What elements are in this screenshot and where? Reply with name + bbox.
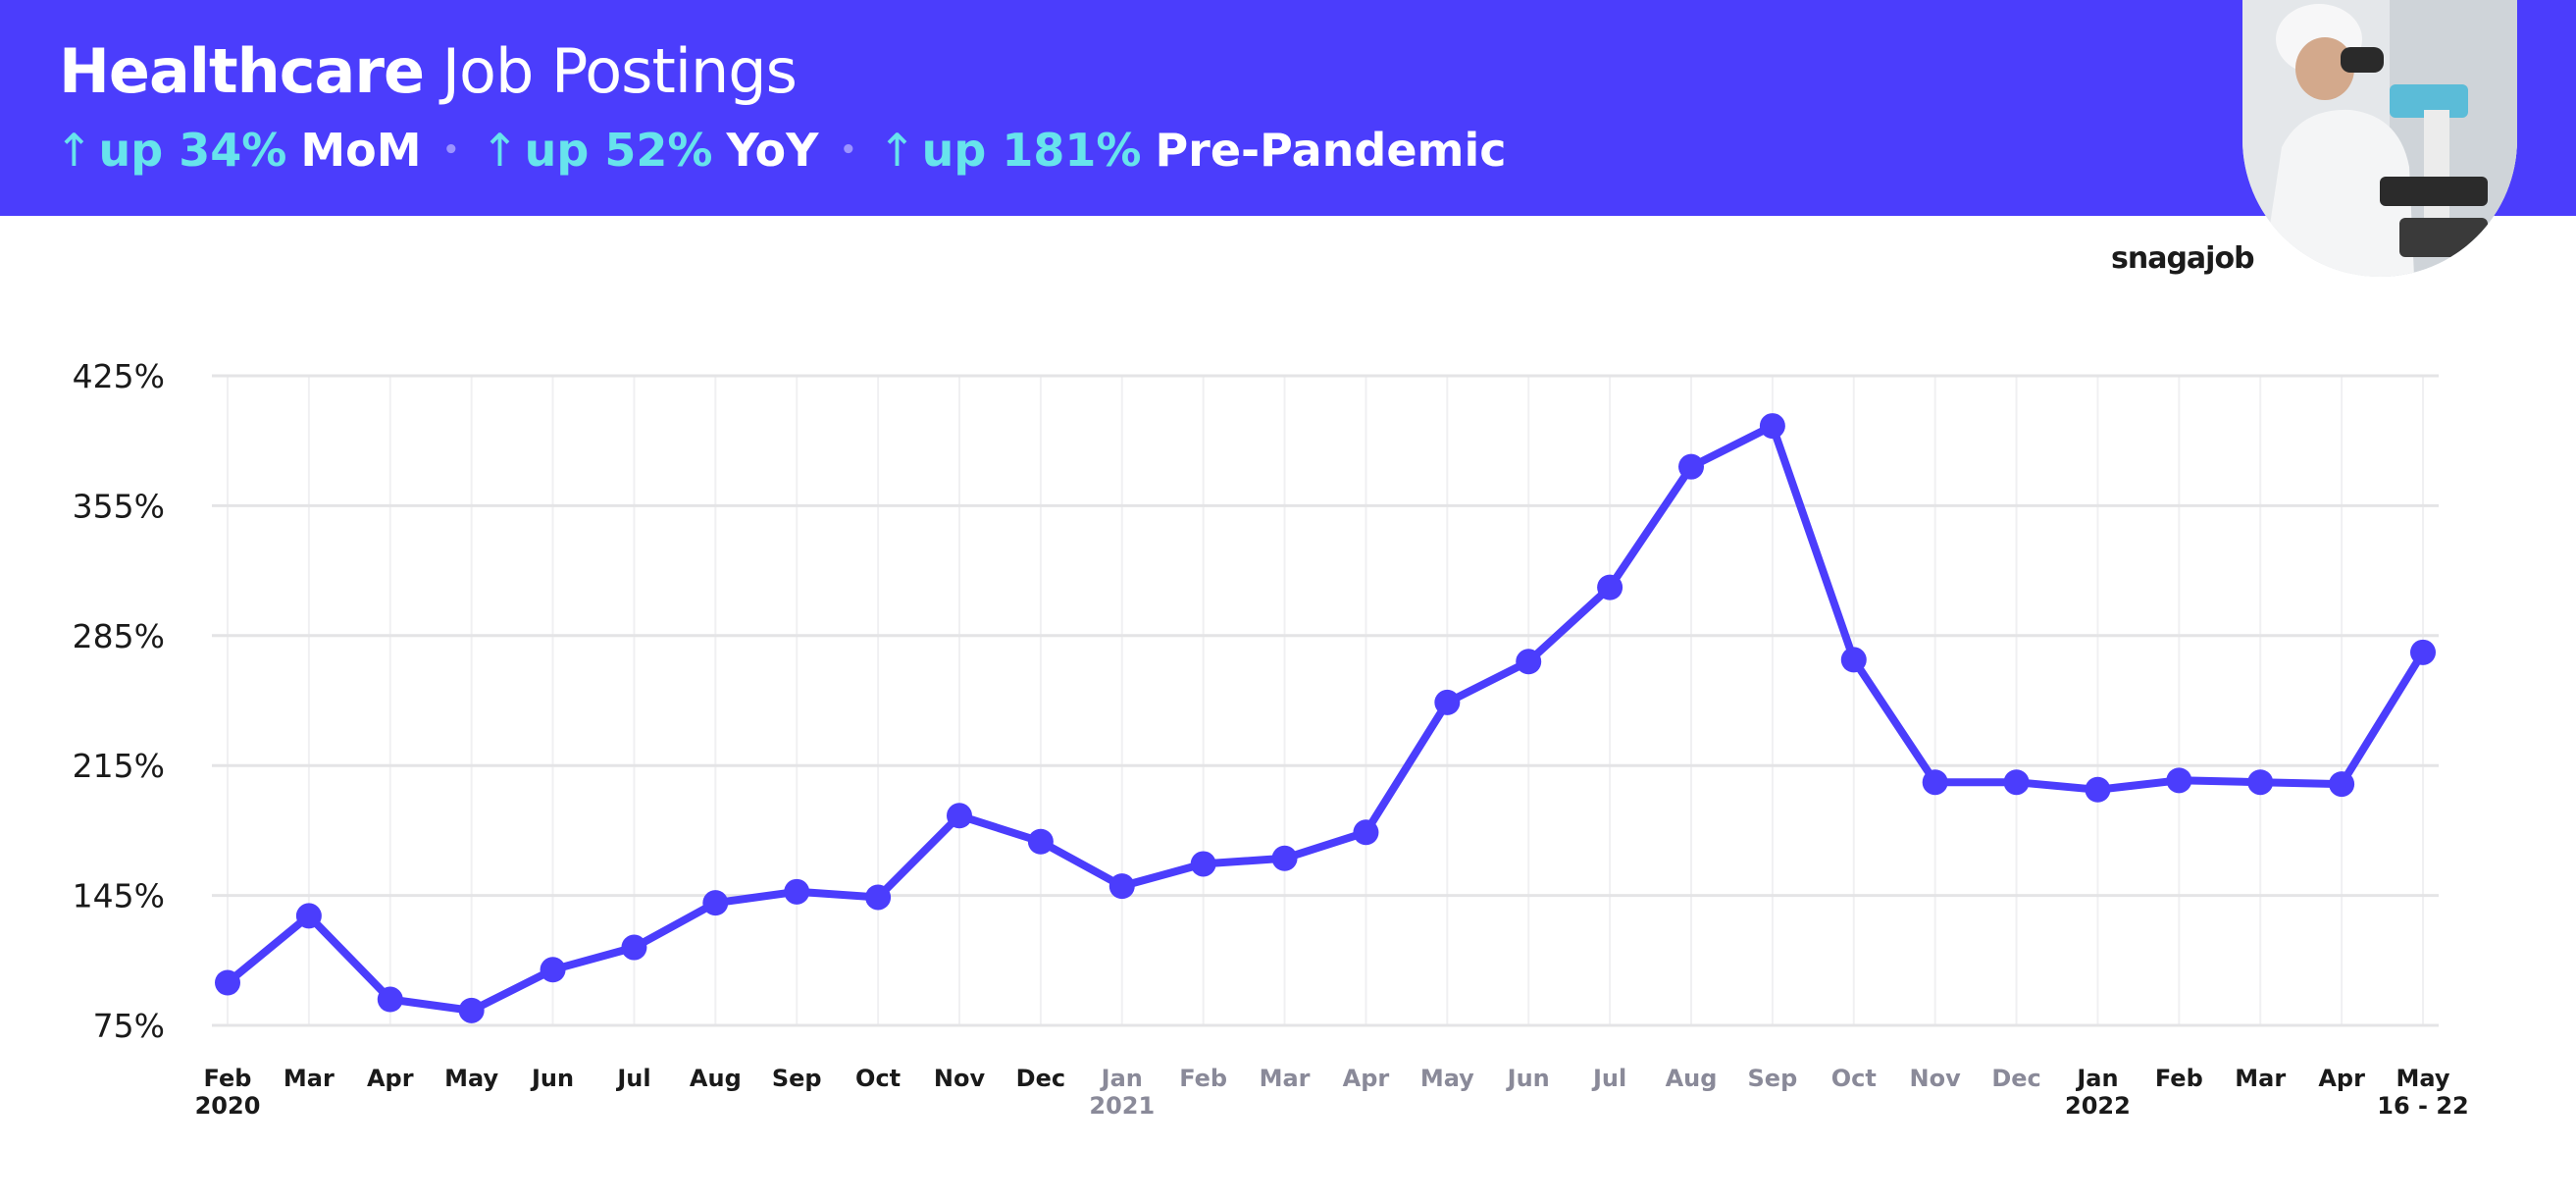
x-tick-year-label: 2021 [1089,1092,1155,1120]
data-point [458,997,485,1023]
x-tick-label: Sep [1748,1065,1798,1092]
x-tick-label: May [1420,1065,1474,1092]
x-tick-year-label: 2020 [195,1092,261,1120]
x-tick-label: Jan [1100,1065,1143,1092]
x-tick-label: Jun [530,1065,574,1092]
data-point [1271,845,1298,871]
x-tick-label: Apr [2318,1065,2365,1092]
x-tick-label: Feb [2155,1065,2203,1092]
snagajob-logo: snagajob [2111,241,2255,276]
data-point [702,890,729,916]
up-arrow-icon: ↑ [481,124,519,177]
up-arrow-icon: ↑ [55,124,93,177]
data-point [540,957,566,983]
data-point [1840,647,1867,673]
stat-pre-pandemic: ↑ up 181% Pre-Pandemic [878,124,1506,177]
y-tick-label: 285% [73,617,165,655]
x-tick-label: Oct [855,1065,901,1092]
data-point [2329,771,2355,798]
x-tick-label: Jul [1591,1065,1626,1092]
stat-value: up 52% [524,124,713,177]
data-point [1434,689,1461,715]
page-title: Healthcare Job Postings [59,35,798,107]
data-point [784,878,810,905]
x-tick-label: May [2396,1065,2450,1092]
stat-value: up 34% [98,124,287,177]
data-point [2247,769,2274,796]
y-tick-label: 425% [73,357,165,395]
x-tick-label: Dec [1016,1065,1065,1092]
separator-dot: • [442,135,460,165]
stat-value: up 181% [921,124,1142,177]
series-points [215,413,2436,1023]
x-tick-label: Dec [1991,1065,2040,1092]
x-tick-label: Aug [1666,1065,1718,1092]
data-point [215,969,240,996]
x-tick-label: Apr [1343,1065,1390,1092]
data-point [377,986,403,1013]
x-tick-label: Nov [934,1065,986,1092]
x-tick-label: Nov [1910,1065,1962,1092]
data-point [1759,413,1785,440]
x-tick-label: Mar [2235,1065,2286,1092]
chart-grid [212,374,2439,1027]
x-tick-year-label: 2022 [2065,1092,2131,1120]
data-point [865,884,892,911]
x-tick-label: Apr [367,1065,414,1092]
data-point [2410,639,2436,665]
x-tick-label: Aug [690,1065,742,1092]
x-tick-label: May [444,1065,498,1092]
stats-row: ↑ up 34% MoM • ↑ up 52% YoY • ↑ up 181% … [55,124,1507,177]
x-tick-label: Sep [772,1065,822,1092]
x-tick-label: Jun [1506,1065,1550,1092]
data-point [2085,776,2111,803]
x-tick-label: Jan [2075,1065,2118,1092]
up-arrow-icon: ↑ [878,124,916,177]
x-tick-label: Feb [1179,1065,1227,1092]
data-point [2166,767,2192,794]
title-light: Job Postings [441,35,798,107]
stat-yoy: ↑ up 52% YoY [481,124,818,177]
x-tick-year-label: 16 - 22 [2377,1092,2468,1120]
data-point [1190,851,1216,877]
data-point [947,803,972,829]
x-tick-label: Mar [283,1065,335,1092]
y-tick-label: 355% [73,487,165,525]
data-point [1353,819,1379,846]
data-point [1108,873,1135,900]
x-tick-label: Jul [615,1065,650,1092]
data-point [1597,574,1623,600]
microscope-illustration [2242,0,2517,277]
x-tick-label: Oct [1831,1065,1877,1092]
stat-label: Pre-Pandemic [1155,124,1507,177]
data-point [1922,769,1948,796]
y-tick-label: 75% [93,1007,165,1045]
stat-mom: ↑ up 34% MoM [55,124,422,177]
stat-label: YoY [726,124,819,177]
y-axis: 75% 145% 215% 285% 355% 425% [73,357,165,1045]
data-point [2003,769,2030,796]
data-point [1516,649,1542,675]
separator-dot: • [840,135,857,165]
y-tick-label: 215% [73,747,165,785]
x-tick-label: Mar [1260,1065,1311,1092]
lab-scientist-photo [2242,0,2517,277]
series-line [224,422,2427,1015]
title-bold: Healthcare [59,35,425,107]
data-point [621,934,647,961]
data-point [295,903,322,929]
data-point [1678,453,1704,480]
data-point [1027,828,1054,855]
stat-label: MoM [300,124,422,177]
y-tick-label: 145% [73,877,165,915]
x-tick-label: Feb [204,1065,252,1092]
header-banner: Healthcare Job Postings ↑ up 34% MoM • ↑… [0,0,2576,216]
